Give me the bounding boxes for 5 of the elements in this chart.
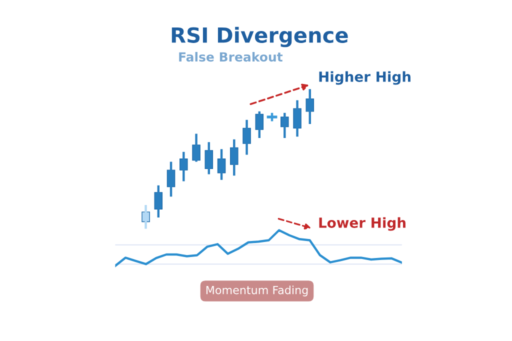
annotation: Lower High <box>319 217 406 231</box>
text: Momentum Fading <box>206 286 308 296</box>
text: Higher High <box>319 71 410 85</box>
chart-subtitle: False Breakout <box>179 52 283 62</box>
chart-title: RSI Divergence <box>172 26 348 48</box>
